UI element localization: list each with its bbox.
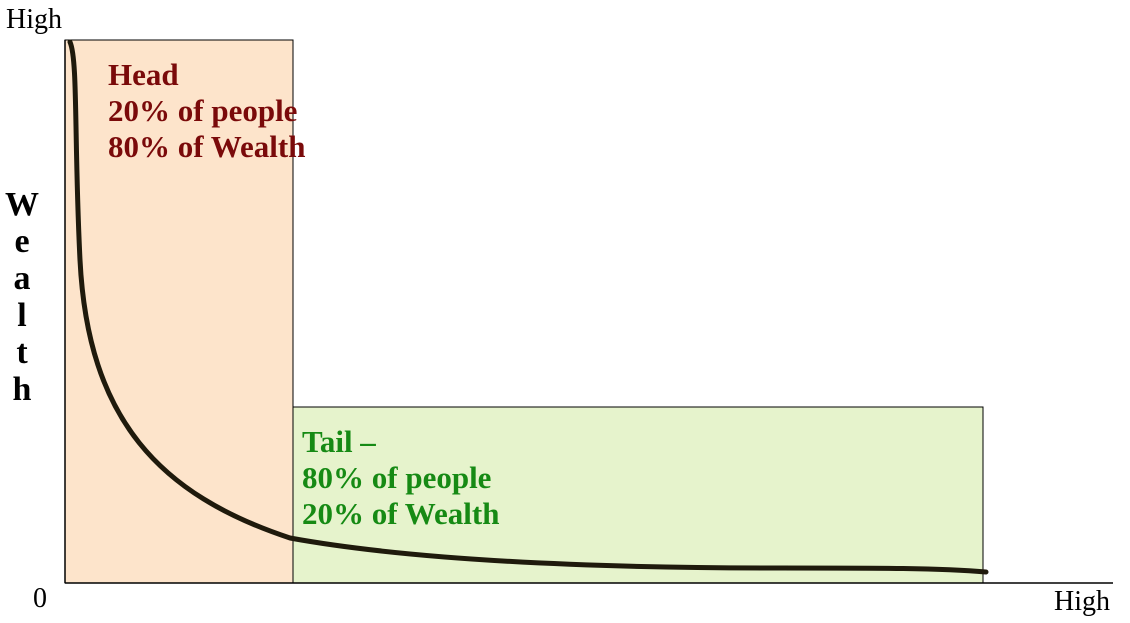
- wealth-distribution-curve: [67, 39, 989, 575]
- tail-annotation: Tail – 80% of people 20% of Wealth: [302, 424, 500, 532]
- y-axis-title-letter: a: [13, 260, 31, 297]
- y-axis-title-letter: W: [5, 186, 39, 223]
- head-annotation-line: Head: [108, 57, 179, 92]
- y-axis-title-letter: t: [16, 334, 28, 371]
- y-axis-title-letter: e: [14, 223, 30, 260]
- head-annotation: Head 20% of people 80% of Wealth: [108, 57, 306, 165]
- head-annotation-line: 20% of people: [108, 93, 298, 128]
- head-annotation-line: 80% of Wealth: [108, 129, 306, 164]
- y-axis-top-label: High: [6, 4, 62, 35]
- tail-annotation-line: Tail –: [302, 424, 376, 459]
- y-axis-title-letter: h: [12, 371, 32, 408]
- x-axis-right-label: High: [1054, 586, 1110, 617]
- y-axis-title: W e a l t h: [2, 186, 42, 408]
- origin-label: 0: [33, 583, 47, 614]
- head-region: [64, 39, 294, 584]
- y-axis-title-letter: l: [17, 297, 27, 334]
- tail-annotation-line: 80% of people: [302, 460, 492, 495]
- tail-annotation-line: 20% of Wealth: [302, 496, 500, 531]
